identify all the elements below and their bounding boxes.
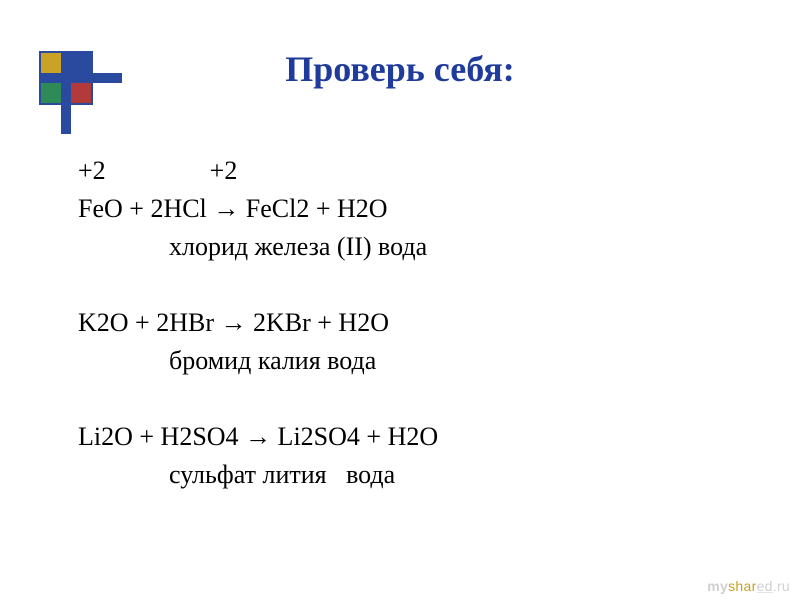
content-body: +2 +2FeO + 2HCl → FeCl2 + H2O хлорид жел… — [78, 152, 718, 494]
slide: Проверь себя: +2 +2FeO + 2HCl → FeCl2 + … — [0, 0, 800, 600]
body-line: +2 +2 — [78, 152, 718, 190]
body-line: бромид калия вода — [78, 342, 718, 380]
watermark-mid: shar — [728, 578, 756, 594]
body-line: сульфат лития вода — [78, 456, 718, 494]
watermark: myshared.ru — [707, 578, 790, 594]
watermark-tail: .ru — [773, 578, 790, 594]
body-line: Li2O + H2SO4 → Li2SO4 + H2O — [78, 418, 718, 456]
body-line: FeO + 2HCl → FeCl2 + H2O — [78, 190, 718, 228]
body-line: хлорид железа (II) вода — [78, 228, 718, 266]
body-line: K2O + 2HBr → 2KBr + H2O — [78, 304, 718, 342]
watermark-prefix: my — [707, 578, 728, 594]
body-line — [78, 380, 718, 418]
watermark-suffix: ed — [757, 578, 773, 594]
body-line — [78, 266, 718, 304]
page-title: Проверь себя: — [0, 48, 800, 90]
